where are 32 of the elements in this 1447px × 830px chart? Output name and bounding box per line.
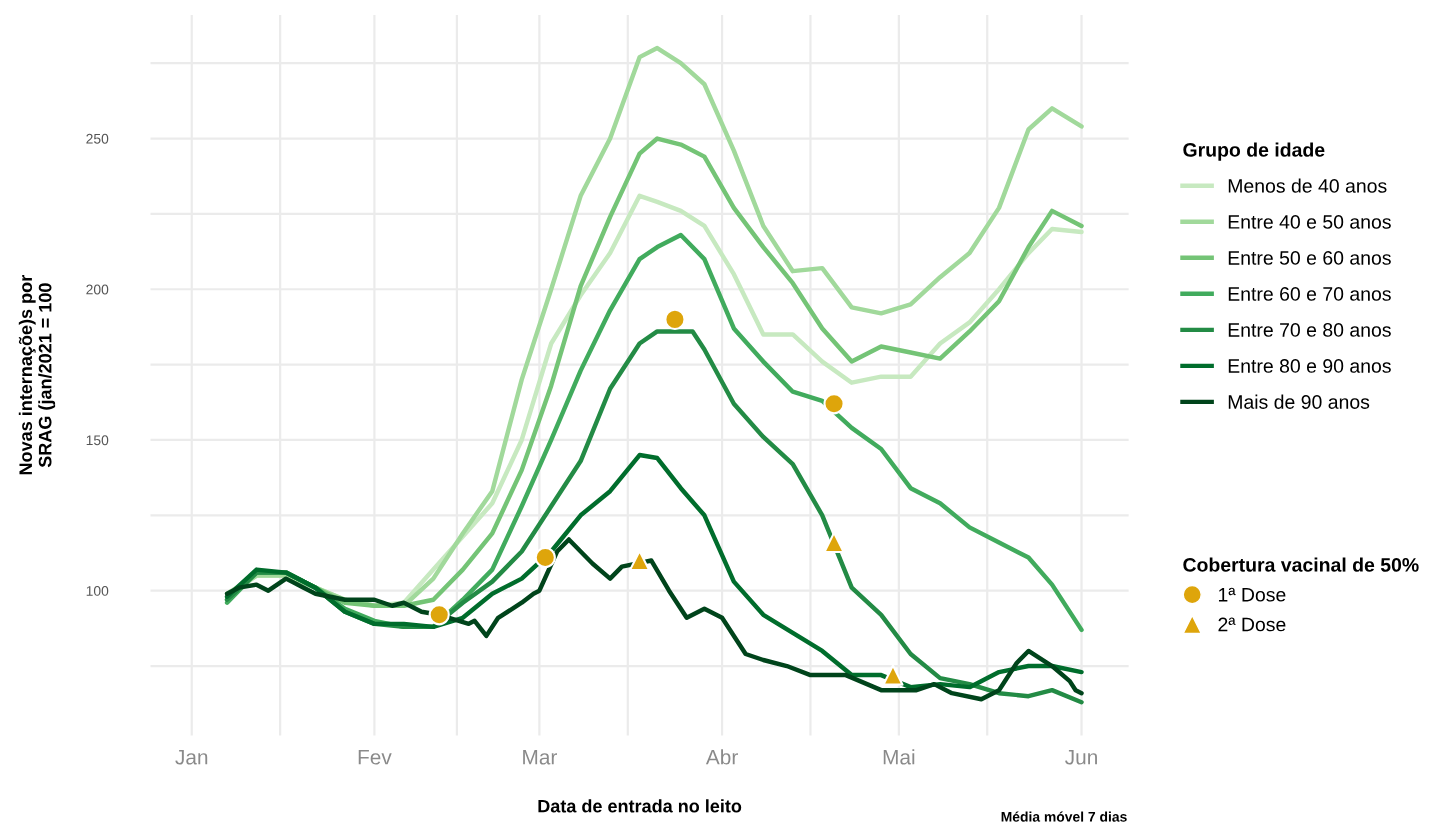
legend-label: Mais de 90 anos [1228,394,1370,409]
x-tick-label: Abr [705,749,738,765]
x-tick-label: Jun [1065,750,1097,765]
x-tick-label: Mar [523,750,557,765]
point [823,393,845,415]
y-tick-label: 100 [86,586,109,596]
x-axis-title: Data de entrada no leito [538,799,742,813]
legend-label: Entre 60 e 70 anos [1228,287,1391,301]
y-tick-label: 250 [86,133,109,144]
legend-title: Grupo de idade [1183,142,1325,161]
x-tick-label: Mai [883,749,915,765]
text: Média móvel 7 dias [1001,811,1127,822]
legend-label: Entre 80 e 90 anos [1228,359,1391,373]
point [664,308,686,331]
x-tick-label: Fev [358,750,392,765]
legend-label: Entre 40 e 50 anos [1228,215,1391,229]
legend-label: Entre 50 e 60 anos [1228,251,1391,265]
text: Cobertura vacinal de 50% [1183,557,1419,572]
y-tick-label: 200 [86,284,109,295]
point [428,604,450,626]
line-series [224,537,1084,702]
legend-label: Menos de 40 anos [1228,178,1387,193]
legend-label: 1ª Dose [1218,587,1286,602]
y-axis-title: Novas internaçõe)s por SRAG (jan/2021 = 100 [18,275,56,475]
point [823,531,845,554]
line-series [224,452,1084,690]
legend-label: 2ª Dose [1218,617,1286,632]
point [882,664,904,686]
y-tick-label: 150 [86,435,109,446]
x-tick-label: Jan [175,750,208,765]
legend-label: Entre 70 e 80 anos [1228,323,1391,337]
point [534,546,556,569]
